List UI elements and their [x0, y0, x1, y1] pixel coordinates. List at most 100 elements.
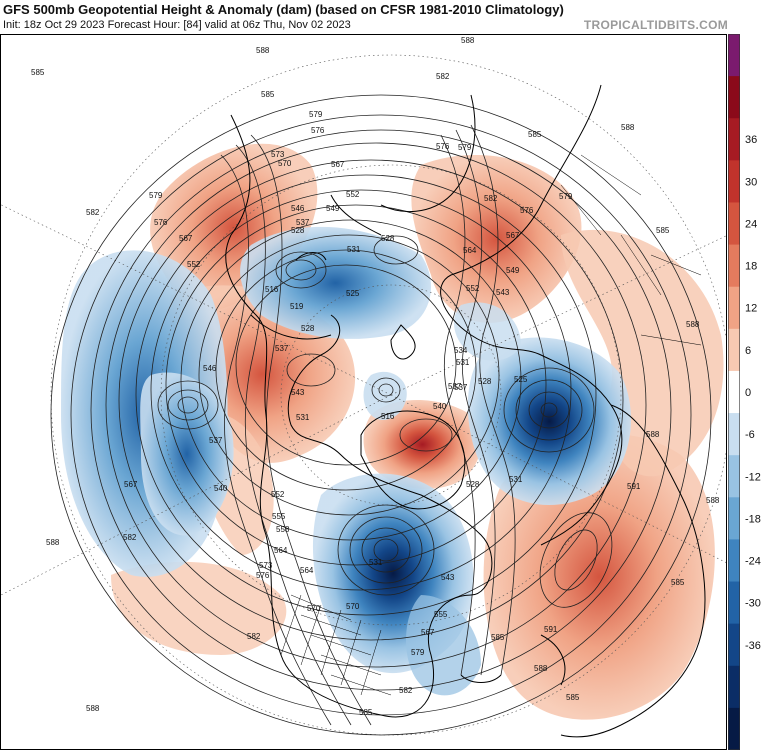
contour-label: 570 — [346, 602, 360, 611]
contour-label: 582 — [484, 194, 498, 203]
graticule — [1, 54, 726, 736]
contour-label: 585 — [491, 633, 505, 642]
colorbar-swatch — [728, 413, 740, 456]
contour-label: 567 — [124, 480, 138, 489]
contour-label: 573 — [271, 150, 285, 159]
coastlines — [225, 84, 706, 738]
map-panel: 585 588 588 582 588 585 585 588 585 579 … — [0, 34, 727, 750]
contour-labels: 585 588 588 582 588 585 585 588 585 579 … — [31, 36, 720, 717]
contour-label: 528 — [381, 234, 395, 243]
contour-label: 579 — [458, 143, 472, 152]
contour-label: 567 — [331, 160, 345, 169]
contour-label: 567 — [506, 231, 520, 240]
contour-label: 519 — [290, 302, 304, 311]
colorbar-tick-label: -12 — [745, 471, 761, 483]
contour-label: 576 — [311, 126, 325, 135]
contour-label: 543 — [291, 388, 305, 397]
contour-label: 588 — [256, 46, 270, 55]
contour-label: 537 — [209, 436, 223, 445]
anomaly-europe-ridge — [561, 229, 724, 477]
contour-label: 531 — [296, 413, 310, 422]
contour-label: 588 — [46, 538, 60, 547]
contour-label: 585 — [566, 693, 580, 702]
colorbar-swatches — [728, 34, 740, 750]
colorbar-swatch — [728, 160, 740, 203]
colorbar-swatch — [728, 581, 740, 625]
contour-label: 567 — [421, 628, 435, 637]
contour-label: 552 — [271, 490, 285, 499]
contour-label: 576 — [154, 218, 168, 227]
contour-label: 582 — [123, 533, 137, 542]
anomaly-aleutian-low — [140, 372, 234, 536]
contour-label: 564 — [274, 546, 288, 555]
contour-label: 537 — [275, 344, 289, 353]
header: GFS 500mb Geopotential Height & Anomaly … — [0, 0, 768, 34]
contour-label: 564 — [463, 246, 477, 255]
contour-label: 585 — [671, 578, 685, 587]
colorbar: 36 30 24 18 12 6 0 -6 -12 -18 -24 -30 -36 — [728, 34, 768, 750]
contour-label: 582 — [247, 632, 261, 641]
colorbar-tick-label: 18 — [745, 261, 757, 273]
contour-label: 540 — [214, 484, 228, 493]
colorbar-tick-label: 0 — [745, 387, 751, 399]
contour-label: 528 — [478, 377, 492, 386]
contour-label: 558 — [276, 525, 290, 534]
contour-label: 528 — [301, 324, 315, 333]
contour-label: 534 — [454, 346, 468, 355]
contour-label: 531 — [456, 358, 470, 367]
contour-label: 549 — [326, 204, 340, 213]
contour-label: 564 — [300, 566, 314, 575]
contour-label: 585 — [656, 226, 670, 235]
anomaly-labrador-ext — [406, 595, 481, 696]
contour-label: 546 — [291, 204, 305, 213]
contour-label: 579 — [559, 192, 573, 201]
colorbar-swatch — [728, 539, 740, 583]
contour-label: 525 — [346, 289, 360, 298]
contour-label: 585 — [359, 708, 373, 717]
contour-label: 588 — [461, 36, 475, 45]
contour-label: 555 — [272, 512, 286, 521]
contour-label: 537 — [296, 218, 310, 227]
contour-label: 546 — [203, 364, 217, 373]
contour-label: 531 — [369, 558, 383, 567]
anomaly-kara-ridge — [411, 155, 582, 323]
contour-label: 537 — [448, 382, 462, 391]
chart-subtitle: Init: 18z Oct 29 2023 Forecast Hour: [84… — [3, 19, 351, 31]
contour-label: 582 — [86, 208, 100, 217]
hemisphere-map: 585 588 588 582 588 585 585 588 585 579 … — [1, 36, 726, 738]
anomaly-scandinavian-low — [467, 337, 631, 505]
contour-label: 531 — [347, 245, 361, 254]
contour-label: 576 — [520, 206, 534, 215]
colorbar-swatch — [728, 244, 740, 288]
contour-label: 540 — [433, 402, 447, 411]
contour-label: 579 — [149, 191, 163, 200]
contour-label: 588 — [621, 123, 635, 132]
source-watermark: TROPICALTIDBITS.COM — [583, 18, 728, 32]
contour-label: 531 — [509, 475, 523, 484]
contour-label: 585 — [261, 90, 275, 99]
contour-label: 537 — [454, 383, 468, 392]
colorbar-swatch — [728, 370, 740, 414]
contour-label: 588 — [686, 320, 700, 329]
contour-label: 549 — [506, 266, 520, 275]
anomaly-greenland-high — [363, 400, 482, 489]
anomaly-atlantic-ridge — [483, 433, 715, 720]
contour-label: 591 — [627, 482, 641, 491]
contour-label: 516 — [265, 285, 279, 294]
contour-label: 576 — [256, 571, 270, 580]
colorbar-tick-label: -24 — [745, 556, 761, 568]
colorbar-tick-label: -6 — [745, 429, 755, 441]
colorbar-tick-label: 36 — [745, 134, 757, 146]
contour-label: 576 — [436, 142, 450, 151]
contour-label: 567 — [179, 234, 193, 243]
colorbar-swatch — [728, 665, 740, 709]
contour-label: 588 — [706, 496, 720, 505]
colorbar-swatch — [728, 623, 740, 667]
contour-label: 525 — [514, 375, 528, 384]
contour-label: 543 — [496, 288, 510, 297]
colorbar-swatch — [728, 286, 740, 330]
contour-label: 579 — [309, 110, 323, 119]
contour-label: 516 — [381, 412, 395, 421]
contour-label: 588 — [534, 664, 548, 673]
colorbar-swatch — [728, 455, 740, 498]
